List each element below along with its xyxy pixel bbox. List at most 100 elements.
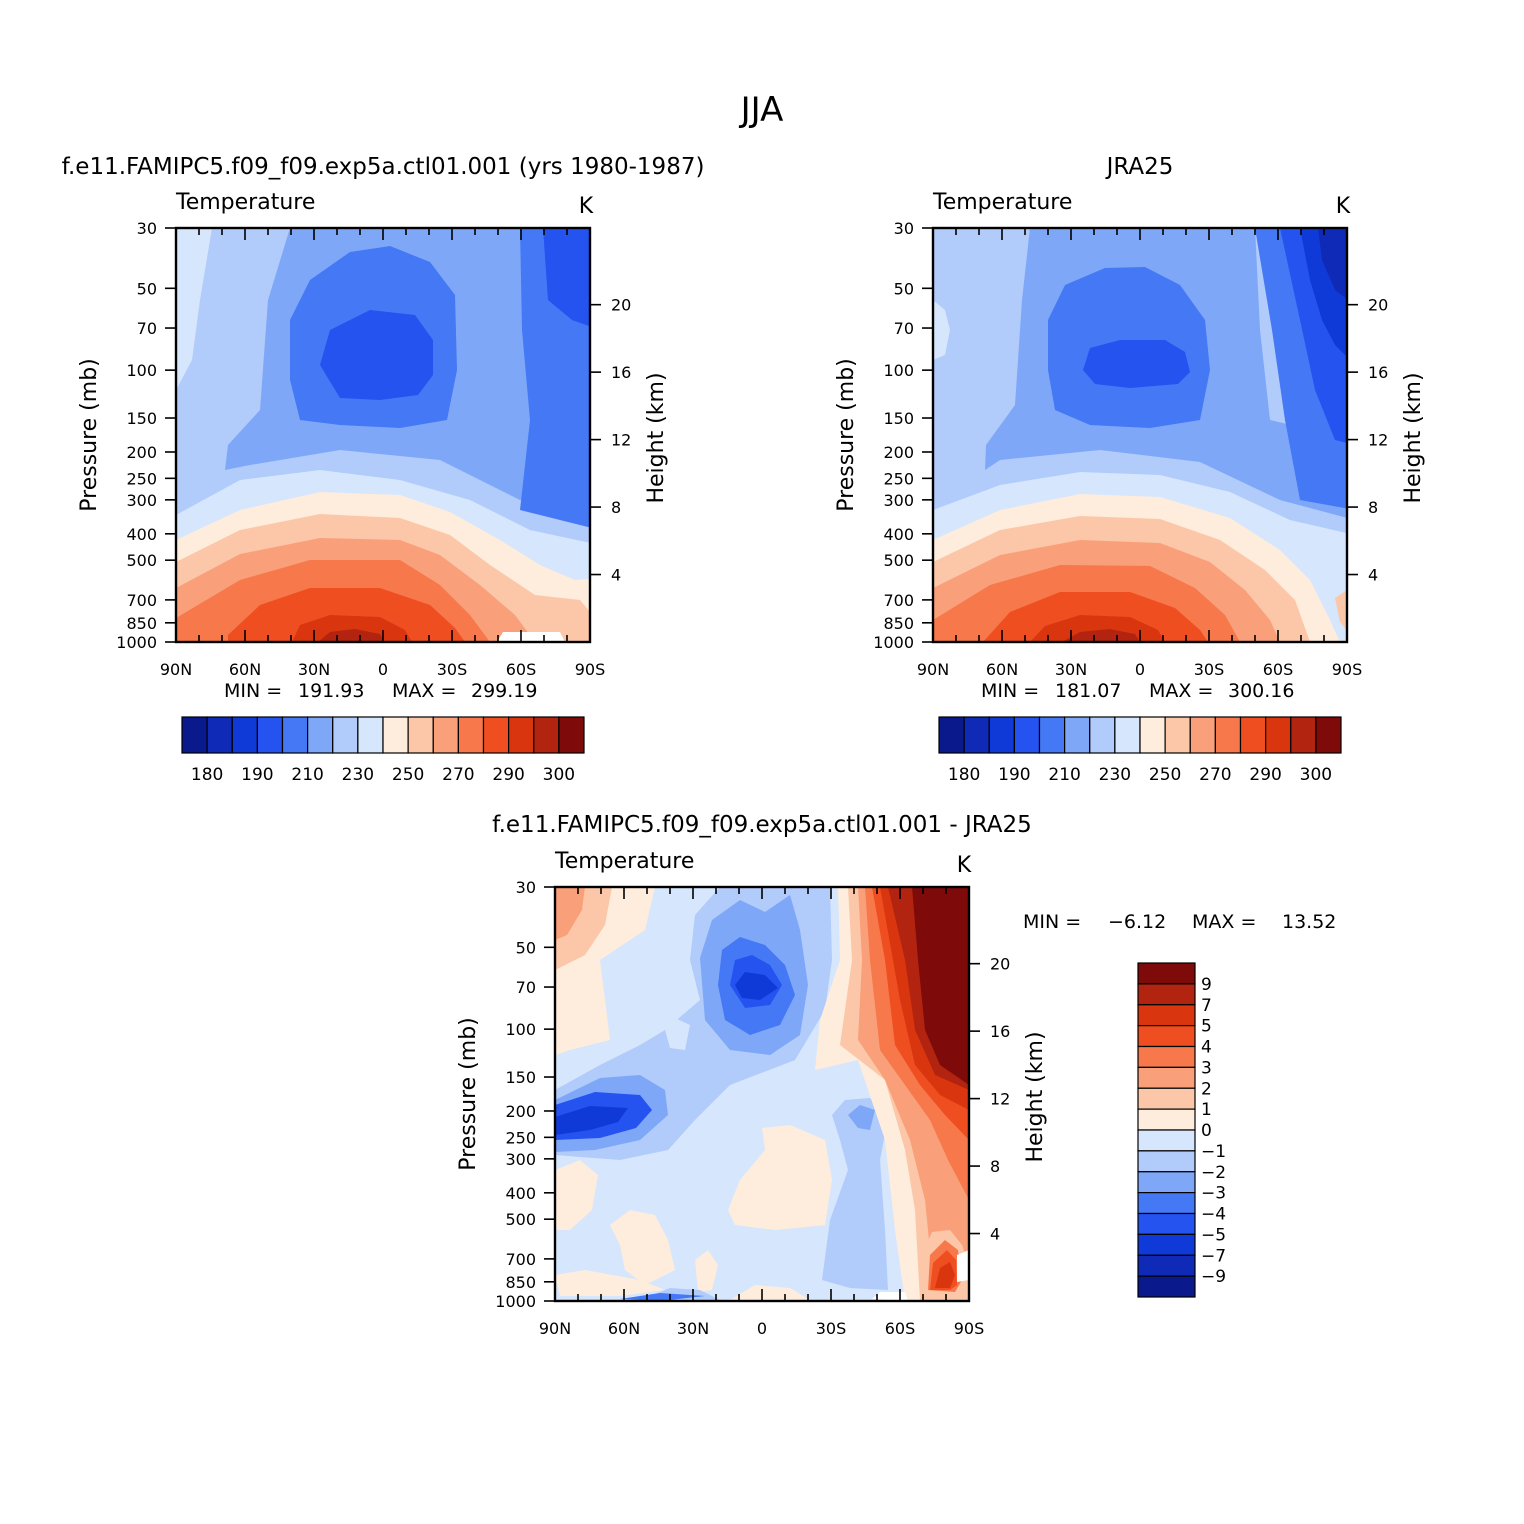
y-axis-title: Pressure (mb) xyxy=(834,358,859,512)
y-tick-label: 500 xyxy=(883,551,914,570)
y2-axis-title: Height (km) xyxy=(1401,372,1426,503)
min-label: MIN = xyxy=(224,680,282,702)
contour-fill xyxy=(730,1285,810,1300)
colorbar-label: 7 xyxy=(1201,996,1212,1016)
colorbar-swatch xyxy=(357,716,384,754)
y-tick-label: 700 xyxy=(126,591,157,610)
y-tick-label: 700 xyxy=(505,1250,536,1269)
contour-fill xyxy=(555,1270,665,1296)
contour-fill xyxy=(497,632,565,642)
x-tick-label: 60N xyxy=(608,1319,640,1338)
y-tick-label: 150 xyxy=(883,409,914,428)
y-tick-label: 500 xyxy=(505,1210,536,1229)
panel-obs: JRA25 Temperature K xyxy=(932,154,1351,642)
x-tick-label: 30S xyxy=(1194,660,1225,679)
colorbar-swatch xyxy=(1137,1004,1196,1027)
colorbar-swatch xyxy=(206,716,233,754)
colorbar-label: 190 xyxy=(998,765,1030,785)
y-axis-title: Pressure (mb) xyxy=(456,1017,481,1171)
y-tick-label: 400 xyxy=(505,1184,536,1203)
y-tick-label: 50 xyxy=(516,938,536,957)
max-label: MAX = xyxy=(1192,911,1256,933)
y-tick-label: 30 xyxy=(137,219,157,238)
colorbar-label: −3 xyxy=(1201,1184,1226,1204)
x-tick-label: 60S xyxy=(1263,660,1294,679)
contour-fill xyxy=(1318,228,1347,299)
y2-tick-label: 8 xyxy=(990,1157,1000,1176)
contour-fill xyxy=(176,228,212,390)
colorbar-swatch xyxy=(1290,716,1317,754)
y-tick-label: 30 xyxy=(516,878,536,897)
variable-label: Temperature xyxy=(175,190,315,215)
y2-tick-label: 4 xyxy=(611,566,621,585)
page-title: JJA xyxy=(739,90,784,130)
colorbar-label: −1 xyxy=(1201,1142,1226,1162)
panel-title: f.e11.FAMIPC5.f09_f09.exp5a.ctl01.001 (y… xyxy=(62,154,705,180)
panel-model: f.e11.FAMIPC5.f09_f09.exp5a.ctl01.001 (y… xyxy=(62,154,705,642)
colorbar-label: −9 xyxy=(1201,1267,1226,1287)
colorbar-label: 290 xyxy=(1249,765,1281,785)
colorbar-label: 4 xyxy=(1201,1038,1212,1058)
colorbar-swatch xyxy=(407,716,434,754)
contour-fill xyxy=(933,300,950,360)
colorbar-swatch xyxy=(256,716,284,754)
colorbar-label: 250 xyxy=(1149,765,1181,785)
colorbar-label: −5 xyxy=(1201,1225,1226,1245)
panel-title: JRA25 xyxy=(1105,154,1174,180)
colorbar-label: 3 xyxy=(1201,1058,1212,1078)
colorbar-swatch xyxy=(432,716,459,754)
contour-fill xyxy=(728,1125,832,1230)
y-tick-label: 70 xyxy=(137,319,157,338)
colorbar-swatch xyxy=(988,716,1015,754)
x-tick-label: 90N xyxy=(160,660,192,679)
y-tick-label: 250 xyxy=(883,469,914,488)
colorbar-swatch xyxy=(1214,716,1242,754)
x-tick-label: 60S xyxy=(506,660,537,679)
axes-obs: 90N 60N 30N 0 30S 60S 90S 30 50 70 100 150 200 250 300… xyxy=(834,219,1426,702)
x-tick-label: 90N xyxy=(917,660,949,679)
contour-fill xyxy=(610,1210,675,1285)
y-tick-label: 200 xyxy=(883,443,914,462)
y-tick-label: 1000 xyxy=(116,633,157,652)
y-tick-label: 70 xyxy=(516,978,536,997)
y-tick-label: 300 xyxy=(126,491,157,510)
y-tick-label: 700 xyxy=(883,591,914,610)
colorbar-swatch xyxy=(1137,1212,1196,1235)
min-value: −6.12 xyxy=(1108,911,1166,933)
colorbar-label: −7 xyxy=(1201,1246,1226,1266)
x-tick-label: 90N xyxy=(539,1319,571,1338)
colorbar-swatch xyxy=(307,716,334,754)
y-tick-label: 250 xyxy=(505,1128,536,1147)
y-tick-label: 300 xyxy=(505,1150,536,1169)
y2-tick-label: 8 xyxy=(1368,498,1378,517)
y-tick-label: 100 xyxy=(505,1020,536,1039)
contour-fill xyxy=(848,1105,875,1130)
contour-fill xyxy=(935,1262,955,1288)
y-tick-label: 100 xyxy=(883,361,914,380)
colorbar-swatch xyxy=(533,716,560,754)
colorbar-label: 0 xyxy=(1201,1121,1212,1141)
axes-model: 90N 60N 30N 0 30S 60S 90S 30 50 70 100 150 200 250 300… xyxy=(77,219,669,702)
contour-fill xyxy=(912,887,969,1085)
colorbar-swatch xyxy=(1114,716,1141,754)
y-tick-label: 150 xyxy=(505,1068,536,1087)
colorbar-label: 270 xyxy=(1199,765,1231,785)
x-tick-label: 30N xyxy=(298,660,330,679)
colorbar-swatch xyxy=(1089,716,1116,754)
colorbar-swatch xyxy=(1137,1192,1196,1215)
y-axis-title: Pressure (mb) xyxy=(77,358,102,512)
colorbar-swatch xyxy=(1137,1066,1196,1089)
x-tick-label: 60S xyxy=(885,1319,916,1338)
colorbar-label: 300 xyxy=(543,765,575,785)
contour-fill xyxy=(320,310,433,400)
x-tick-label: 90S xyxy=(954,1319,985,1338)
colorbar-swatch xyxy=(1137,1150,1196,1173)
contour-fill xyxy=(695,1250,718,1292)
colorbar-swatch xyxy=(1137,1233,1196,1256)
y-tick-label: 50 xyxy=(137,279,157,298)
y-tick-label: 30 xyxy=(894,219,914,238)
colorbar-swatch xyxy=(1137,1025,1196,1048)
min-value: 181.07 xyxy=(1055,680,1121,702)
colorbar-label: 190 xyxy=(241,765,273,785)
